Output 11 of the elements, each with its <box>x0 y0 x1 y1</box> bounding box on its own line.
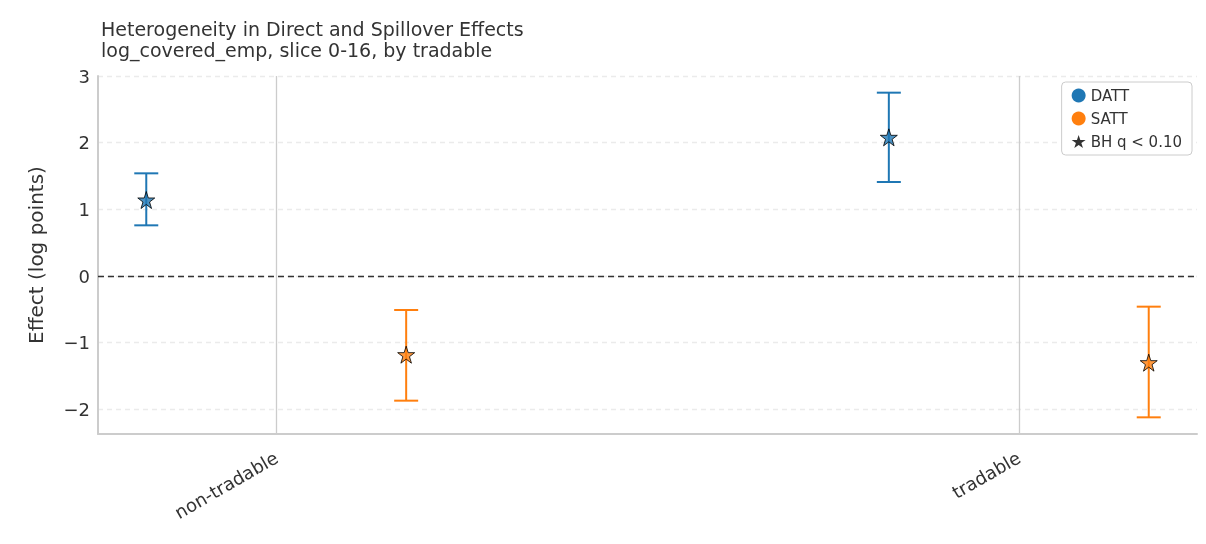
chart-title: Heterogeneity in Direct and Spillover Effects <box>101 17 524 40</box>
y-axis-title: Effect (log points) <box>24 166 48 344</box>
y-tick-label: 2 <box>78 132 90 154</box>
y-tick-label: 0 <box>78 265 90 287</box>
y-tick-label: −2 <box>63 398 90 420</box>
y-tick-label: −1 <box>63 332 90 354</box>
legend-label: SATT <box>1090 109 1129 128</box>
legend-label: BH q < 0.10 <box>1090 132 1183 151</box>
y-tick-label: 1 <box>78 198 90 220</box>
y-tick-label: 3 <box>78 65 90 87</box>
legend-label: DATT <box>1090 86 1130 105</box>
